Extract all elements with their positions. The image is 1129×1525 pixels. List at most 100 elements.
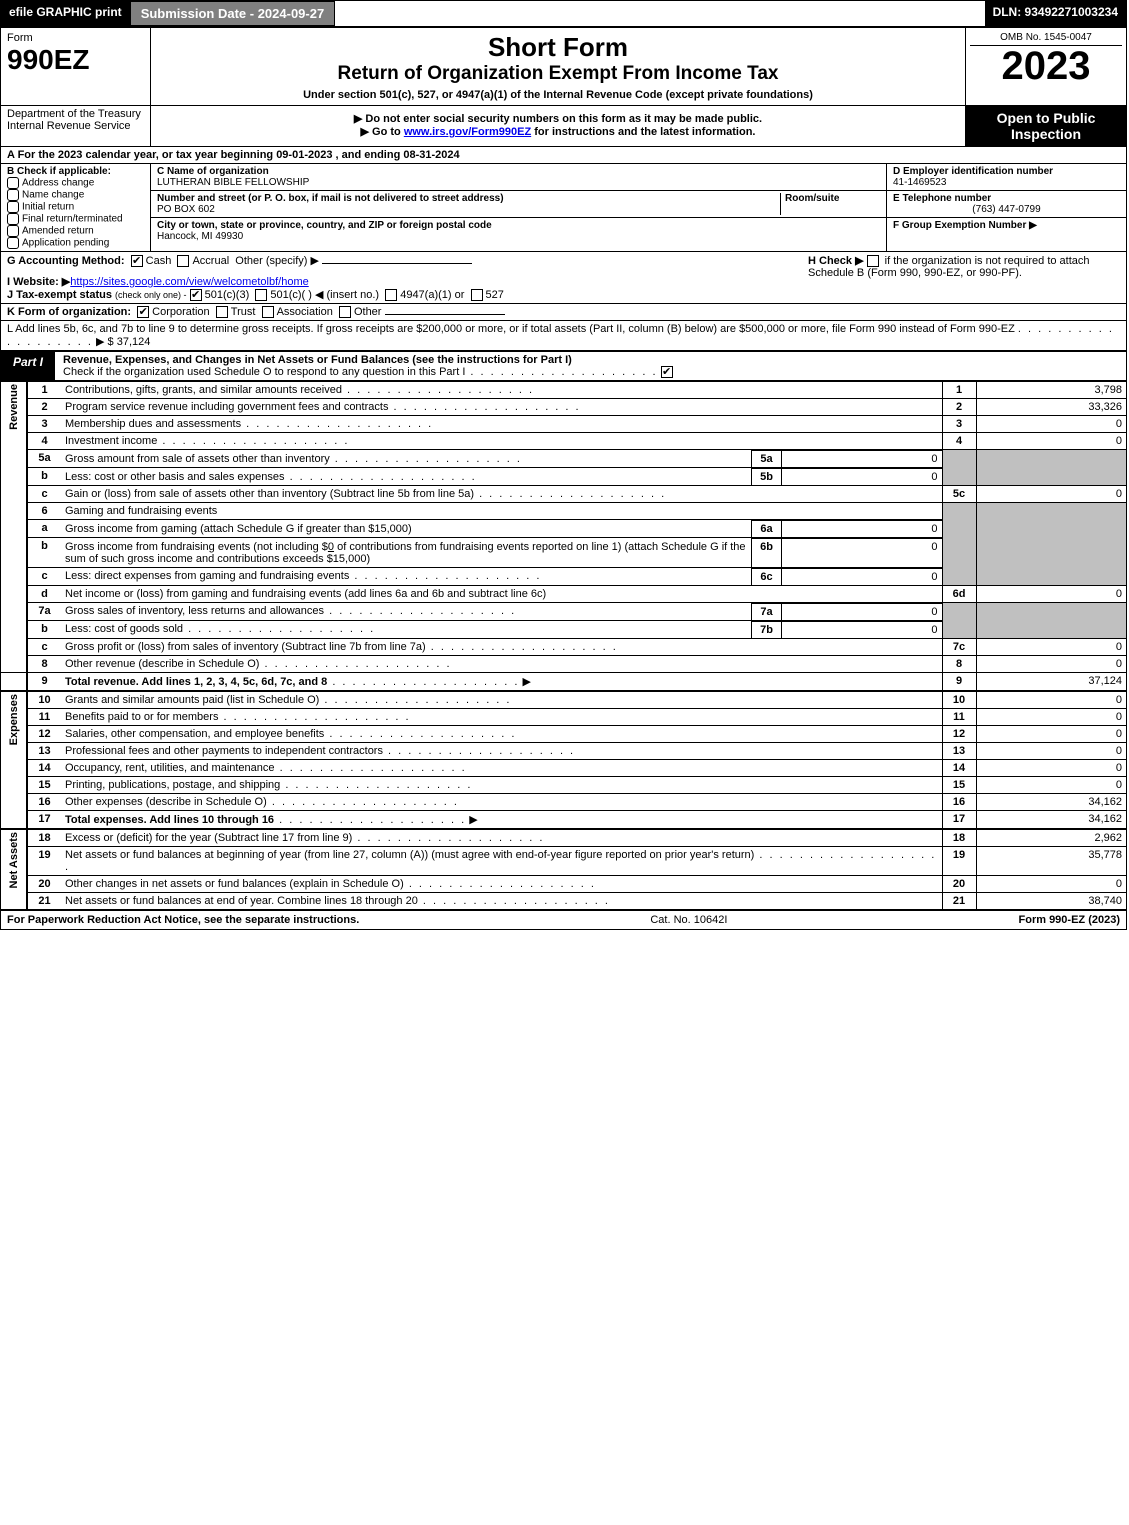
dept-treasury: Department of the Treasury Internal Reve… [1,106,151,146]
chk-pending[interactable]: Application pending [7,237,144,249]
row-5a: 5a Gross amount from sale of assets othe… [1,450,1126,468]
part1-header: Part I Revenue, Expenses, and Changes in… [1,350,1126,381]
f-row: F Group Exemption Number ▶ [887,218,1126,233]
line-i: I Website: ▶https://sites.google.com/vie… [7,275,800,288]
ein-value: 41-1469523 [893,177,946,188]
row-6: 6Gaming and fundraising events [1,503,1126,520]
row-7a: 7a Gross sales of inventory, less return… [1,602,1126,620]
chk-cash[interactable] [131,255,143,267]
side-revenue: Revenue [1,382,27,673]
chk-sched-o[interactable] [661,366,673,378]
efile-link[interactable]: efile GRAPHIC print [1,1,130,26]
website-link[interactable]: https://sites.google.com/view/welcometol… [70,276,308,288]
e-hdr: E Telephone number [893,193,991,204]
org-street: PO BOX 602 [157,204,215,215]
part1-tag: Part I [1,352,55,380]
chk-501c[interactable] [255,289,267,301]
row-14: 14Occupancy, rent, utilities, and mainte… [1,759,1126,776]
row-17: 17Total expenses. Add lines 10 through 1… [1,810,1126,829]
row-5c: cGain or (loss) from sale of assets othe… [1,486,1126,503]
row-9: 9Total revenue. Add lines 1, 2, 3, 4, 5c… [1,672,1126,691]
row-12: 12Salaries, other compensation, and empl… [1,725,1126,742]
org-city: Hancock, MI 49930 [157,231,243,242]
row-20: 20Other changes in net assets or fund ba… [1,875,1126,892]
chk-527[interactable] [471,289,483,301]
chk-amended[interactable]: Amended return [7,225,144,237]
chk-4947[interactable] [385,289,397,301]
col-c: C Name of organization LUTHERAN BIBLE FE… [151,164,886,251]
d-hdr: D Employer identification number [893,166,1053,177]
submission-date: Submission Date - 2024-09-27 [130,1,336,26]
form-label: Form [7,32,144,44]
goto-line: ▶ Go to www.irs.gov/Form990EZ for instru… [157,125,959,138]
row-16: 16Other expenses (describe in Schedule O… [1,793,1126,810]
row-4: 4Investment income40 [1,433,1126,450]
d-row: D Employer identification number 41-1469… [887,164,1126,191]
instructions-mid: ▶ Do not enter social security numbers o… [151,106,966,146]
chk-address[interactable]: Address change [7,177,144,189]
section-bc: B Check if applicable: Address change Na… [1,163,1126,251]
chk-trust[interactable] [216,306,228,318]
f-hdr: F Group Exemption Number ▶ [893,220,1037,231]
phone-value: (763) 447-0799 [893,204,1120,215]
c-city-hdr: City or town, state or province, country… [157,220,492,231]
under-section: Under section 501(c), 527, or 4947(a)(1)… [157,89,959,101]
ghij-left: G Accounting Method: Cash Accrual Other … [7,254,800,301]
c-name-hdr: C Name of organization [157,166,269,177]
tax-year: 2023 [970,46,1122,86]
irs-label: Internal Revenue Service [7,120,131,132]
c-street-hdr: Number and street (or P. O. box, if mail… [157,193,504,204]
footer: For Paperwork Reduction Act Notice, see … [1,909,1126,929]
chk-corp[interactable] [137,306,149,318]
chk-assoc[interactable] [262,306,274,318]
irs-link[interactable]: www.irs.gov/Form990EZ [404,126,531,138]
chk-accrual[interactable] [177,255,189,267]
chk-initial[interactable]: Initial return [7,201,144,213]
e-row: E Telephone number (763) 447-0799 [887,191,1126,218]
line-l: L Add lines 5b, 6c, and 7b to line 9 to … [1,320,1126,350]
footer-catno: Cat. No. 10642I [359,914,1018,926]
org-name: LUTHERAN BIBLE FELLOWSHIP [157,177,309,188]
instruction-row: Department of the Treasury Internal Reve… [1,106,1126,146]
row-1: Revenue 1Contributions, gifts, grants, a… [1,382,1126,399]
open-public: Open to Public Inspection [966,106,1126,146]
ghij-row: G Accounting Method: Cash Accrual Other … [1,251,1126,303]
chk-name[interactable]: Name change [7,189,144,201]
line-k: K Form of organization: Corporation Trus… [1,303,1126,320]
line-a: A For the 2023 calendar year, or tax yea… [1,146,1126,163]
row-19: 19Net assets or fund balances at beginni… [1,846,1126,875]
line-g: G Accounting Method: Cash Accrual Other … [7,254,800,267]
c-city-row: City or town, state or province, country… [151,218,886,244]
chk-sched-b[interactable] [867,255,879,267]
row-13: 13Professional fees and other payments t… [1,742,1126,759]
room-hdr: Room/suite [785,193,839,204]
side-expenses: Expenses [1,691,27,829]
row-6d: dNet income or (loss) from gaming and fu… [1,585,1126,602]
title-right: OMB No. 1545-0047 2023 [966,28,1126,105]
c-name-row: C Name of organization LUTHERAN BIBLE FE… [151,164,886,191]
title-mid: Short Form Return of Organization Exempt… [151,28,966,105]
ssn-warning: ▶ Do not enter social security numbers o… [157,112,959,125]
chk-501c3[interactable] [190,289,202,301]
row-10: Expenses 10Grants and similar amounts pa… [1,691,1126,709]
footer-left: For Paperwork Reduction Act Notice, see … [7,914,359,926]
chk-other[interactable] [339,306,351,318]
line-j: J Tax-exempt status (check only one) - 5… [7,288,800,301]
part1-title: Revenue, Expenses, and Changes in Net As… [55,352,1126,380]
row-15: 15Printing, publications, postage, and s… [1,776,1126,793]
row-11: 11Benefits paid to or for members110 [1,708,1126,725]
chk-final[interactable]: Final return/terminated [7,213,144,225]
part1-table: Revenue 1Contributions, gifts, grants, a… [1,381,1126,909]
title-row: Form 990EZ Short Form Return of Organiza… [1,28,1126,106]
c-street-row: Number and street (or P. O. box, if mail… [151,191,886,218]
dln-number: DLN: 93492271003234 [985,1,1126,26]
col-b: B Check if applicable: Address change Na… [1,164,151,251]
row-21: 21Net assets or fund balances at end of … [1,892,1126,909]
form-number-box: Form 990EZ [1,28,151,105]
col-def: D Employer identification number 41-1469… [886,164,1126,251]
line-h: H Check ▶ if the organization is not req… [800,254,1120,301]
row-8: 8Other revenue (describe in Schedule O)8… [1,655,1126,672]
footer-formno: Form 990-EZ (2023) [1019,914,1121,926]
row-18: Net Assets 18Excess or (deficit) for the… [1,829,1126,847]
header-bar: efile GRAPHIC print Submission Date - 20… [1,1,1126,28]
